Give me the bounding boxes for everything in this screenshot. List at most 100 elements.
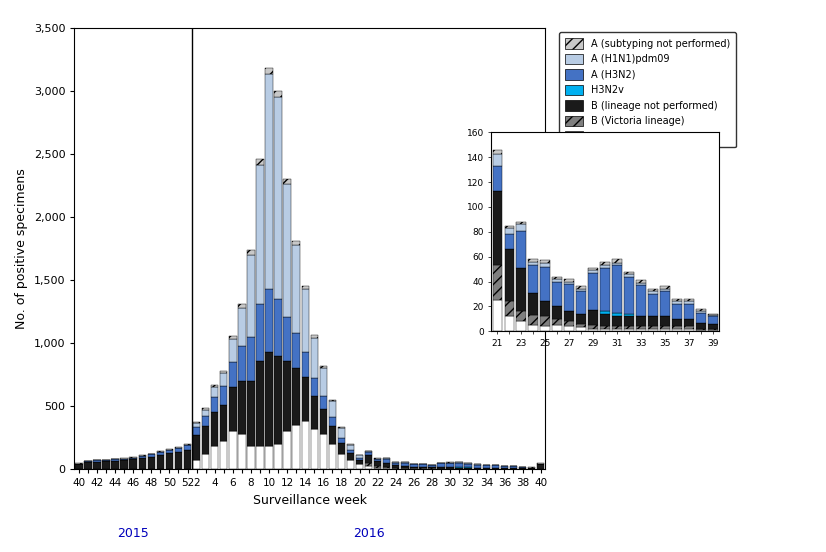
Bar — [529, 259, 539, 262]
Bar — [292, 245, 300, 333]
Bar — [411, 468, 418, 469]
Bar — [601, 268, 610, 311]
Bar — [256, 165, 263, 304]
Bar — [157, 451, 164, 452]
Bar — [516, 224, 526, 231]
Bar — [148, 457, 155, 469]
Bar — [338, 428, 345, 438]
Bar — [577, 291, 586, 314]
Bar — [553, 277, 563, 279]
Bar — [148, 454, 155, 457]
Bar — [347, 460, 354, 469]
Bar — [130, 459, 137, 469]
Bar — [577, 314, 586, 323]
Bar — [211, 412, 218, 447]
Bar — [708, 315, 718, 316]
Bar — [464, 468, 472, 469]
Bar — [220, 373, 227, 386]
Bar — [202, 416, 209, 426]
Bar — [672, 326, 681, 328]
Bar — [564, 279, 574, 282]
Bar — [112, 459, 119, 460]
Bar — [292, 368, 300, 425]
Bar — [256, 160, 263, 165]
Bar — [411, 464, 418, 466]
Bar — [112, 460, 119, 469]
Bar — [516, 321, 526, 331]
Bar — [708, 329, 718, 330]
Text: 2015: 2015 — [117, 527, 149, 540]
Bar — [695, 311, 705, 312]
Bar — [220, 371, 227, 373]
Bar — [283, 316, 291, 360]
Bar — [660, 316, 670, 326]
Bar — [540, 261, 550, 263]
Bar — [365, 453, 373, 455]
Bar — [184, 450, 192, 469]
Bar — [329, 400, 336, 401]
Bar — [636, 326, 646, 328]
Bar — [374, 461, 382, 466]
Bar — [612, 316, 622, 326]
Bar — [265, 447, 273, 469]
Bar — [684, 304, 694, 319]
Bar — [601, 311, 610, 314]
Bar — [311, 378, 318, 396]
Bar — [660, 326, 670, 328]
Bar — [695, 322, 705, 328]
Bar — [292, 241, 300, 245]
Bar — [636, 283, 646, 285]
Bar — [311, 429, 318, 469]
Bar — [139, 456, 146, 458]
Bar — [601, 326, 610, 328]
Bar — [329, 426, 336, 444]
Bar — [553, 282, 563, 306]
Bar — [540, 263, 550, 267]
Bar — [601, 262, 610, 266]
Bar — [166, 449, 173, 450]
Bar — [708, 323, 718, 328]
Bar — [540, 316, 550, 326]
Bar — [684, 328, 694, 331]
Bar — [553, 306, 563, 319]
Bar — [648, 316, 657, 326]
Bar — [265, 289, 273, 352]
Bar — [684, 301, 694, 304]
Bar — [492, 191, 502, 266]
Bar — [660, 328, 670, 331]
Bar — [510, 466, 517, 468]
Bar — [374, 466, 382, 468]
Bar — [211, 387, 218, 397]
Bar — [516, 311, 526, 321]
Bar — [695, 312, 705, 322]
Bar — [672, 328, 681, 331]
Bar — [437, 463, 444, 467]
Legend: A (subtyping not performed), A (H1N1)pdm09, A (H3N2), H3N2v, B (lineage not perf: A (subtyping not performed), A (H1N1)pdm… — [559, 33, 736, 147]
Bar — [283, 360, 291, 431]
Bar — [577, 327, 586, 331]
Bar — [553, 279, 563, 282]
Bar — [365, 451, 373, 453]
Bar — [347, 445, 354, 450]
Bar — [220, 386, 227, 405]
Bar — [274, 444, 282, 469]
Bar — [175, 448, 183, 452]
Bar — [283, 184, 291, 316]
Bar — [564, 311, 574, 321]
Bar — [501, 466, 508, 468]
Bar — [529, 266, 539, 293]
Bar — [338, 427, 345, 428]
Bar — [553, 319, 563, 325]
Bar — [229, 431, 236, 469]
Bar — [301, 377, 309, 421]
Bar — [256, 360, 263, 447]
Bar — [265, 68, 273, 75]
Bar — [501, 468, 508, 469]
Bar — [338, 443, 345, 454]
Bar — [672, 301, 681, 304]
Bar — [660, 291, 670, 316]
Bar — [482, 465, 490, 468]
Bar — [446, 463, 453, 467]
Bar — [392, 468, 400, 469]
Bar — [437, 467, 444, 469]
